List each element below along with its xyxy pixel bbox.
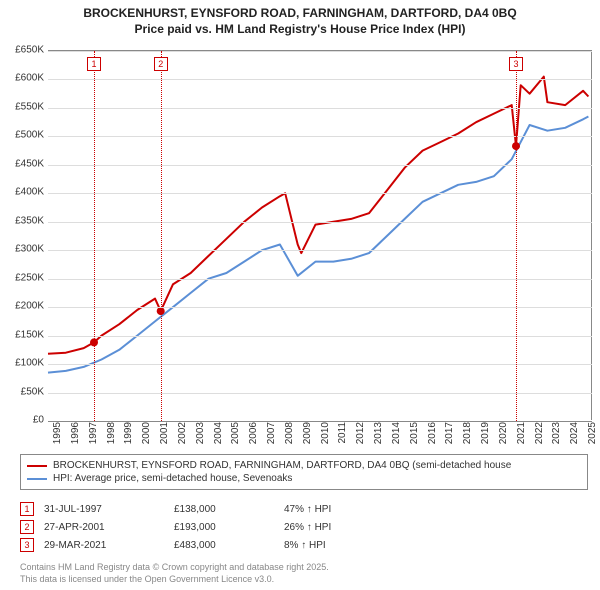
chart-container: BROCKENHURST, EYNSFORD ROAD, FARNINGHAM,…: [0, 0, 600, 590]
x-tick-label: 2009: [302, 422, 313, 444]
tx-price-2: £193,000: [174, 522, 274, 533]
table-row: 1 31-JUL-1997 £138,000 47% ↑ HPI: [20, 500, 588, 518]
tx-delta-2: 26% ↑ HPI: [284, 522, 384, 533]
tx-marker-3: 3: [20, 538, 34, 552]
tx-date-3: 29-MAR-2021: [44, 540, 164, 551]
table-row: 3 29-MAR-2021 £483,000 8% ↑ HPI: [20, 536, 588, 554]
sale-marker-box: 3: [509, 57, 523, 71]
gridline-h: [48, 51, 592, 52]
y-tick-label: £550K: [15, 101, 44, 112]
gridline-h: [48, 364, 592, 365]
y-tick-label: £150K: [15, 329, 44, 340]
footer-line-1: Contains HM Land Registry data © Crown c…: [20, 562, 329, 574]
y-tick-label: £200K: [15, 301, 44, 312]
tx-delta-3: 8% ↑ HPI: [284, 540, 384, 551]
sale-marker-box: 2: [154, 57, 168, 71]
x-tick-label: 2001: [159, 422, 170, 444]
gridline-h: [48, 336, 592, 337]
y-tick-label: £500K: [15, 130, 44, 141]
x-tick-label: 2010: [320, 422, 331, 444]
x-tick-label: 1996: [70, 422, 81, 444]
tx-price-3: £483,000: [174, 540, 274, 551]
gridline-h: [48, 279, 592, 280]
x-tick-label: 2006: [248, 422, 259, 444]
y-tick-label: £250K: [15, 272, 44, 283]
table-row: 2 27-APR-2001 £193,000 26% ↑ HPI: [20, 518, 588, 536]
y-tick-label: £350K: [15, 215, 44, 226]
title-line-1: BROCKENHURST, EYNSFORD ROAD, FARNINGHAM,…: [0, 6, 600, 22]
chart-title: BROCKENHURST, EYNSFORD ROAD, FARNINGHAM,…: [0, 0, 600, 37]
x-tick-label: 2014: [391, 422, 402, 444]
x-tick-label: 2020: [498, 422, 509, 444]
x-tick-label: 2005: [230, 422, 241, 444]
x-tick-label: 1999: [123, 422, 134, 444]
gridline-h: [48, 108, 592, 109]
x-tick-label: 1998: [106, 422, 117, 444]
x-tick-label: 2017: [444, 422, 455, 444]
x-tick-label: 2007: [266, 422, 277, 444]
gridline-h: [48, 307, 592, 308]
tx-date-2: 27-APR-2001: [44, 522, 164, 533]
gridline-h: [48, 250, 592, 251]
legend-row-hpi: HPI: Average price, semi-detached house,…: [27, 472, 581, 485]
x-tick-label: 2021: [516, 422, 527, 444]
y-tick-label: £450K: [15, 158, 44, 169]
y-tick-label: £50K: [21, 386, 44, 397]
x-tick-label: 1997: [88, 422, 99, 444]
sale-marker-line: [161, 51, 162, 421]
series-line-hpi: [48, 117, 588, 373]
legend-swatch-price: [27, 465, 47, 467]
x-tick-label: 2024: [569, 422, 580, 444]
x-tick-label: 2019: [480, 422, 491, 444]
x-tick-label: 2004: [213, 422, 224, 444]
x-tick-label: 1995: [52, 422, 63, 444]
gridline-h: [48, 193, 592, 194]
title-line-2: Price paid vs. HM Land Registry's House …: [0, 22, 600, 38]
tx-delta-1: 47% ↑ HPI: [284, 504, 384, 515]
legend-label-hpi: HPI: Average price, semi-detached house,…: [53, 473, 292, 484]
sale-marker-line: [94, 51, 95, 421]
x-tick-label: 2016: [427, 422, 438, 444]
y-tick-label: £300K: [15, 244, 44, 255]
gridline-h: [48, 165, 592, 166]
y-tick-label: £400K: [15, 187, 44, 198]
gridline-h: [48, 222, 592, 223]
y-tick-label: £650K: [15, 45, 44, 56]
gridline-h: [48, 79, 592, 80]
sale-marker-line: [516, 51, 517, 421]
x-tick-label: 2003: [195, 422, 206, 444]
footer-line-2: This data is licensed under the Open Gov…: [20, 574, 329, 586]
x-tick-label: 2013: [373, 422, 384, 444]
x-tick-label: 2015: [409, 422, 420, 444]
gridline-h: [48, 136, 592, 137]
y-tick-label: £600K: [15, 73, 44, 84]
tx-price-1: £138,000: [174, 504, 274, 515]
sale-marker-box: 1: [87, 57, 101, 71]
plot-frame: 1 2 3: [48, 50, 592, 420]
x-tick-label: 2023: [551, 422, 562, 444]
footer-attribution: Contains HM Land Registry data © Crown c…: [20, 562, 329, 585]
y-tick-label: £0: [33, 415, 44, 426]
series-line-price_paid: [48, 77, 588, 354]
tx-marker-1: 1: [20, 502, 34, 516]
x-tick-label: 2002: [177, 422, 188, 444]
x-tick-label: 2008: [284, 422, 295, 444]
legend-swatch-hpi: [27, 478, 47, 480]
legend-label-price: BROCKENHURST, EYNSFORD ROAD, FARNINGHAM,…: [53, 460, 511, 471]
x-tick-label: 2012: [355, 422, 366, 444]
y-tick-label: £100K: [15, 358, 44, 369]
legend-row-price: BROCKENHURST, EYNSFORD ROAD, FARNINGHAM,…: [27, 459, 581, 472]
gridline-h: [48, 393, 592, 394]
x-tick-label: 2000: [141, 422, 152, 444]
x-tick-label: 2018: [462, 422, 473, 444]
tx-date-1: 31-JUL-1997: [44, 504, 164, 515]
x-tick-label: 2011: [337, 422, 348, 444]
chart-lines-svg: [48, 51, 592, 421]
chart-plot-area: 123 £0£50K£100K£150K£200K£250K£300K£350K…: [48, 50, 592, 420]
tx-marker-2: 2: [20, 520, 34, 534]
x-tick-label: 2022: [534, 422, 545, 444]
legend: BROCKENHURST, EYNSFORD ROAD, FARNINGHAM,…: [20, 454, 588, 490]
transaction-table: 1 31-JUL-1997 £138,000 47% ↑ HPI 2 27-AP…: [20, 500, 588, 554]
x-tick-label: 2025: [587, 422, 598, 444]
